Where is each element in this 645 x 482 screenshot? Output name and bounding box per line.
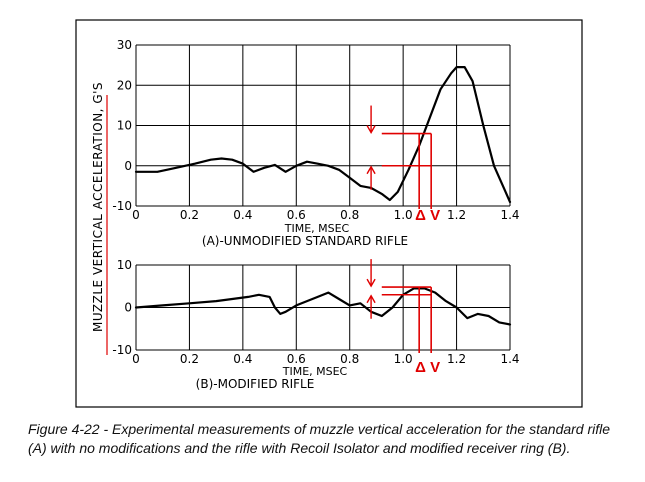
chart-a-series-line: [134, 65, 512, 204]
chart-b-ytick-label: -10: [112, 343, 132, 357]
chart-a-xtick-label: 1.2: [447, 208, 466, 222]
chart-b-dv-arrowhead-down: [366, 278, 376, 288]
chart-b-xlabel: TIME, MSEC: [282, 365, 348, 378]
chart-b-xtick-label: 0: [132, 352, 140, 366]
chart-b-dv-arrowhead-up: [366, 294, 376, 304]
chart-a-xlabel: TIME, MSEC: [284, 222, 350, 235]
y-axis-label: MUZZLE VERTICAL ACCELERATION, G'S: [91, 82, 105, 332]
chart-b-ytick-label: 0: [124, 301, 132, 315]
chart-b-title: (B)-MODIFIED RIFLE: [196, 377, 315, 391]
chart-b-xtick-label: 1.2: [447, 352, 466, 366]
chart-a-ytick-label: -10: [112, 199, 132, 213]
chart-b-xtick-label: 0.8: [340, 352, 359, 366]
chart-b-xtick-label: 0.2: [180, 352, 199, 366]
chart-a-ytick-label: 0: [124, 159, 132, 173]
chart-a-dv-arrowhead-down: [366, 125, 376, 134]
chart-a-title: (A)-UNMODIFIED STANDARD RIFLE: [202, 234, 408, 248]
chart-a-ytick-label: 10: [117, 119, 132, 133]
figure-caption: Figure 4-22 - Experimental measurements …: [28, 421, 611, 456]
chart-b-series-line: [134, 287, 512, 326]
chart-a-xtick-label: 0.6: [287, 208, 306, 222]
chart-b-ytick-label: 10: [117, 258, 132, 272]
chart-b-xtick-label: 1.4: [500, 352, 519, 366]
chart-a-xtick-label: 0.4: [233, 208, 252, 222]
chart-a-ytick-label: 20: [117, 78, 132, 92]
chart-a-xtick-label: 1.0: [394, 208, 413, 222]
figure-frame: [75, 19, 583, 408]
chart-b-dv-label: Δ V: [415, 359, 440, 376]
chart-a-xtick-label: 0.8: [340, 208, 359, 222]
chart-a-dv-arrowhead-up: [366, 165, 376, 175]
chart-a-ytick-label: 30: [117, 38, 132, 52]
chart-b-xtick-label: 1.0: [394, 352, 413, 366]
chart-a-dv-label: Δ V: [415, 207, 440, 224]
chart-a-xtick-label: 0.2: [180, 208, 199, 222]
chart-a-xtick-label: 0: [132, 208, 140, 222]
chart-a-xtick-label: 1.4: [500, 208, 519, 222]
chart-b-xtick-label: 0.6: [287, 352, 306, 366]
chart-b-xtick-label: 0.4: [233, 352, 252, 366]
